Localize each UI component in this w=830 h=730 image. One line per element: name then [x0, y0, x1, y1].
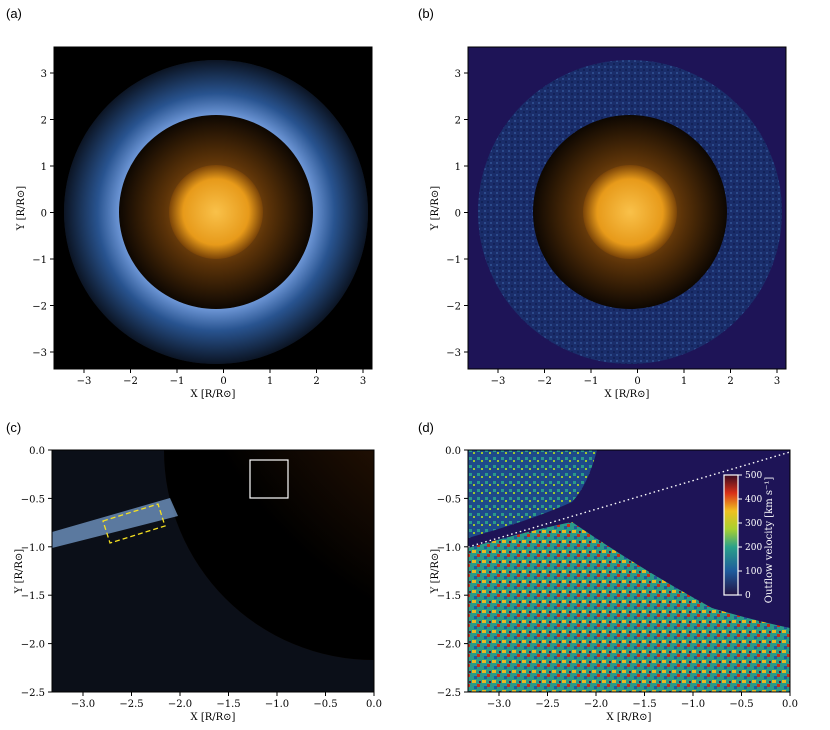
y-tick-label: 0.0: [29, 446, 45, 457]
panel-c-axes: −3.0 −2.5 −2.0 −1.5 −1.0 −0.5 0.0 0.0 −0.5 −1.0 −1…: [14, 446, 382, 723]
lower-velocity-region: [468, 522, 790, 692]
zoomed-solar-limb: [164, 450, 374, 660]
panel-d-axes: −3.0 −2.5 −2.0 −1.5 −1.0 −0.5 0.0 0.0 −0.5 −1.0 −1…: [430, 446, 798, 723]
colorbar-tick-label: 400: [745, 495, 762, 505]
x-tick-label: −1: [170, 376, 185, 387]
y-tick-label: 0.0: [445, 446, 461, 457]
x-tick-label: −2.0: [584, 699, 608, 710]
x-axis-label: X [R/R⊙]: [607, 712, 652, 723]
panel-b-axes: −3 −2 −1 0 1 2 3 3 2 1 0 −1 −2 −3 X [R/R⊙] Y [R/R⊙]: [430, 69, 780, 400]
y-tick-label: −2.0: [21, 640, 45, 651]
dashed-region-box: [102, 503, 166, 544]
panel-c-figure: −3.0 −2.5 −2.0 −1.5 −1.0 −0.5 0.0 0.0 −0.5 −1.0 −1…: [14, 446, 382, 723]
colorbar-label: Outflow velocity [km s⁻¹]: [764, 477, 775, 604]
y-tick-label: 3: [41, 69, 47, 80]
x-tick-label: −3: [77, 376, 92, 387]
panel-a-label: (a): [6, 6, 22, 21]
x-tick-label: 3: [360, 376, 366, 387]
x-tick-label: 0: [220, 376, 226, 387]
y-tick-label: −2.5: [21, 688, 45, 699]
y-tick-label: 2: [455, 116, 461, 127]
highlight-box: [249, 459, 289, 499]
x-tick-label: −3: [491, 376, 506, 387]
x-tick-label: −0.5: [729, 699, 753, 710]
panel-b-figure: −3 −2 −1 0 1 2 3 3 2 1 0 −1 −2 −3 X [R/R⊙] Y [R/R⊙]: [430, 46, 787, 400]
y-tick-label: −3: [32, 348, 47, 359]
y-axis-label: Y [R/R⊙]: [430, 549, 441, 594]
x-axis-label: X [R/R⊙]: [191, 389, 236, 400]
y-tick-label: 1: [455, 162, 461, 173]
x-tick-label: −2: [537, 376, 552, 387]
y-tick-label: −2: [446, 302, 461, 313]
y-tick-label: 3: [455, 69, 461, 80]
y-tick-label: −0.5: [21, 494, 45, 505]
x-tick-label: −0.5: [313, 699, 337, 710]
solar-disk: [583, 165, 677, 259]
panel-a-axes: −3 −2 −1 0 1 2 3 3 2 1 0 −1 −2 −3 X [R/R⊙] Y [R/R⊙]: [16, 69, 366, 400]
x-tick-label: 0: [634, 376, 640, 387]
colorbar-ticks: 500 400 300 200 100 0: [738, 471, 762, 601]
upper-velocity-region: [468, 450, 597, 538]
colorbar-tick-label: 300: [745, 519, 762, 529]
colorbar-tick-label: 200: [745, 543, 762, 553]
y-tick-label: −1: [446, 255, 461, 266]
y-tick-label: 1: [41, 162, 47, 173]
y-tick-label: 0: [41, 209, 47, 220]
x-tick-label: −2.5: [119, 699, 143, 710]
y-tick-label: −2.0: [437, 640, 461, 651]
y-tick-label: −1: [32, 255, 47, 266]
x-tick-label: 2: [727, 376, 733, 387]
x-tick-label: −2: [123, 376, 138, 387]
colorbar-tick-label: 100: [745, 567, 762, 577]
colorbar-tick-label: 500: [745, 471, 762, 481]
x-tick-label: 0.0: [782, 699, 798, 710]
panel-b-label: (b): [418, 6, 434, 21]
y-tick-label: −1.0: [437, 543, 461, 554]
colorbar-tick-label: 0: [745, 591, 751, 601]
y-tick-label: −2.5: [437, 688, 461, 699]
solar-disk: [169, 165, 263, 259]
y-tick-label: −1.5: [437, 591, 461, 602]
x-tick-label: −1.0: [681, 699, 705, 710]
x-tick-label: 3: [774, 376, 780, 387]
y-axis-label: Y [R/R⊙]: [14, 549, 25, 594]
y-tick-label: 0: [455, 209, 461, 220]
x-tick-label: −2.5: [535, 699, 559, 710]
y-tick-label: −1.0: [21, 543, 45, 554]
x-tick-label: −1.5: [216, 699, 240, 710]
y-tick-label: −0.5: [437, 494, 461, 505]
panel-d-figure: 500 400 300 200 100 0 Outflow velocity [km s⁻…: [430, 446, 798, 723]
x-tick-label: −1.5: [632, 699, 656, 710]
x-tick-label: 1: [267, 376, 273, 387]
y-tick-label: −1.5: [21, 591, 45, 602]
x-axis-label: X [R/R⊙]: [191, 712, 236, 723]
y-tick-label: −3: [446, 348, 461, 359]
panel-d-label: (d): [418, 420, 434, 435]
y-tick-label: 2: [41, 116, 47, 127]
y-tick-label: −2: [32, 302, 47, 313]
x-tick-label: −1.0: [265, 699, 289, 710]
x-tick-label: 0.0: [366, 699, 382, 710]
bright-streamer: [52, 498, 178, 548]
x-tick-label: 2: [313, 376, 319, 387]
x-tick-label: −3.0: [487, 699, 511, 710]
x-axis-label: X [R/R⊙]: [605, 389, 650, 400]
panel-c-label: (c): [6, 420, 22, 435]
dotted-reference-line: [468, 451, 790, 548]
x-tick-label: 1: [681, 376, 687, 387]
colorbar: [723, 474, 739, 596]
panel-a-figure: −3 −2 −1 0 1 2 3 3 2 1 0 −1 −2 −3 X [R/R⊙] Y [R/R⊙]: [16, 46, 373, 400]
y-axis-label: Y [R/R⊙]: [16, 186, 27, 231]
x-tick-label: −1: [584, 376, 599, 387]
x-tick-label: −3.0: [71, 699, 95, 710]
x-tick-label: −2.0: [168, 699, 192, 710]
y-axis-label: Y [R/R⊙]: [430, 186, 441, 231]
